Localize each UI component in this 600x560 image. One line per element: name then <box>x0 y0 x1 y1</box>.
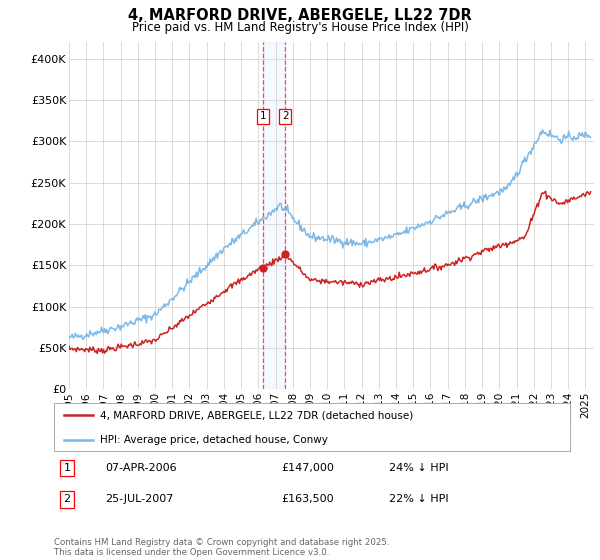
Text: £147,000: £147,000 <box>281 463 334 473</box>
Text: 1: 1 <box>64 463 70 473</box>
Text: HPI: Average price, detached house, Conwy: HPI: Average price, detached house, Conw… <box>100 435 328 445</box>
Text: 25-JUL-2007: 25-JUL-2007 <box>106 494 174 505</box>
Text: 4, MARFORD DRIVE, ABERGELE, LL22 7DR (detached house): 4, MARFORD DRIVE, ABERGELE, LL22 7DR (de… <box>100 410 413 420</box>
Text: 24% ↓ HPI: 24% ↓ HPI <box>389 463 449 473</box>
Text: 22% ↓ HPI: 22% ↓ HPI <box>389 494 449 505</box>
Text: Price paid vs. HM Land Registry's House Price Index (HPI): Price paid vs. HM Land Registry's House … <box>131 21 469 34</box>
Text: 1: 1 <box>260 111 266 122</box>
Text: 07-APR-2006: 07-APR-2006 <box>106 463 177 473</box>
Text: 4, MARFORD DRIVE, ABERGELE, LL22 7DR: 4, MARFORD DRIVE, ABERGELE, LL22 7DR <box>128 8 472 24</box>
Text: 2: 2 <box>282 111 289 122</box>
Text: 2: 2 <box>64 494 70 505</box>
Text: £163,500: £163,500 <box>281 494 334 505</box>
Text: Contains HM Land Registry data © Crown copyright and database right 2025.
This d: Contains HM Land Registry data © Crown c… <box>54 538 389 557</box>
Bar <box>263 42 285 389</box>
